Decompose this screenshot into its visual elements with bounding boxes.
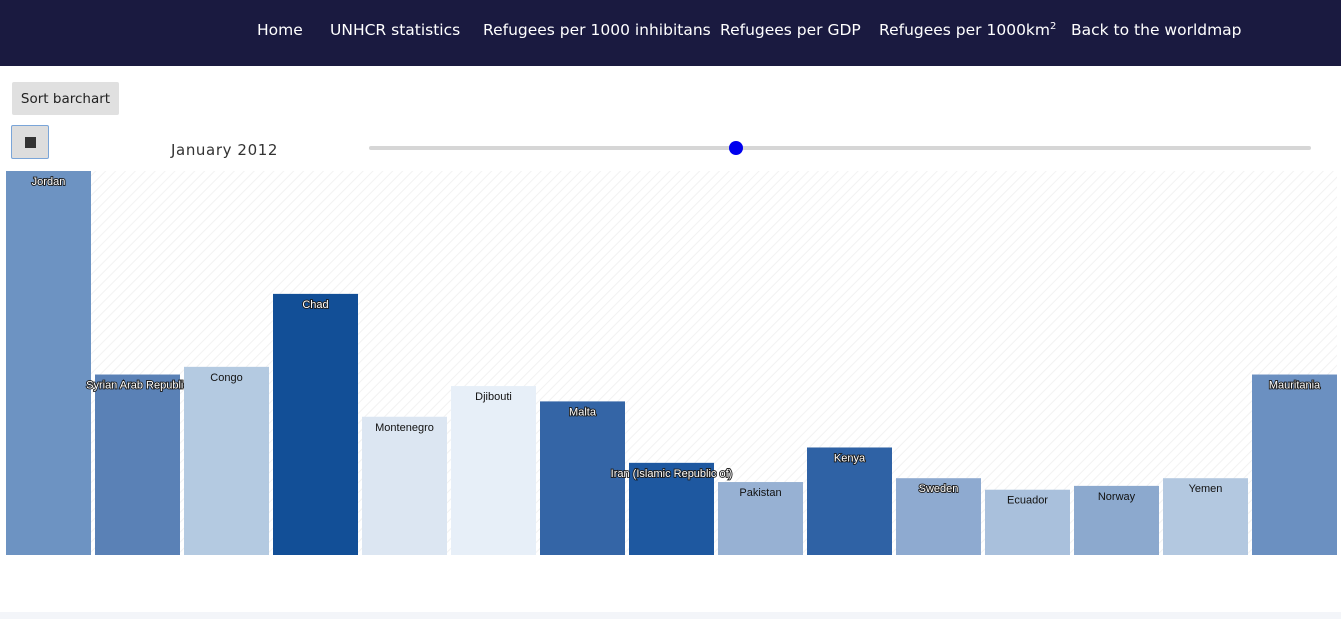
bar-label-sweden: Sweden <box>919 483 959 495</box>
bar-montenegro <box>362 416 447 555</box>
nav-back-to-worldmap-link[interactable]: Back to the worldmap <box>1071 21 1242 39</box>
bar-label-malta: Malta <box>569 406 597 418</box>
nav-refugees-per-1000-inhabitants-link[interactable]: Refugees per 1000 inhibitans <box>483 21 711 39</box>
time-slider[interactable] <box>369 141 1311 155</box>
stop-icon <box>25 137 36 148</box>
sort-barchart-button[interactable]: Sort barchart <box>12 82 119 115</box>
bar-label-iran-islamic-republic-of: Iran (Islamic Republic of) <box>611 468 733 480</box>
bar-kenya <box>807 447 892 555</box>
bar-label-syrian-arab-republic: Syrian Arab Republic <box>86 380 189 392</box>
play-stop-button[interactable] <box>11 125 49 159</box>
bar-label-montenegro: Montenegro <box>375 422 434 434</box>
slider-thumb[interactable] <box>729 141 744 155</box>
nav-home-link[interactable]: Home <box>257 21 303 39</box>
bar-label-kenya: Kenya <box>834 452 866 464</box>
bar-ecuador <box>985 489 1070 555</box>
bar-syrian-arab-republic <box>95 374 180 555</box>
bar-jordan <box>6 171 91 555</box>
bar-label-yemen: Yemen <box>1189 483 1223 495</box>
bar-sweden <box>896 478 981 555</box>
bar-label-mauritania: Mauritania <box>1269 380 1321 392</box>
bar-chart: Jordan Syrian Arab Republic Congo Chad Monte… <box>6 171 1337 555</box>
bar-congo <box>184 366 269 555</box>
bar-mauritania <box>1252 374 1337 555</box>
bar-label-ecuador: Ecuador <box>1007 495 1048 507</box>
bar-label-jordan: Jordan <box>32 176 66 188</box>
nav-unhcr-statistics-link[interactable]: UNHCR statistics <box>330 21 461 39</box>
bar-norway <box>1074 485 1159 555</box>
bar-label-chad: Chad <box>302 299 328 311</box>
bar-djibouti <box>451 386 536 555</box>
bar-pakistan <box>718 482 803 555</box>
nav-refugees-per-gdp-link[interactable]: Refugees per GDP <box>720 21 861 39</box>
date-label: January 2012 <box>171 141 279 159</box>
bar-iran-islamic-republic-of <box>629 462 714 555</box>
nav-superscript: 2 <box>1050 21 1057 32</box>
bar-label-congo: Congo <box>210 372 242 384</box>
bar-chart-svg: Jordan Syrian Arab Republic Congo Chad Monte… <box>6 171 1337 555</box>
nav-refugees-per-area-link[interactable]: Refugees per 1000km2 <box>879 21 1056 39</box>
bar-chad <box>273 293 358 555</box>
bar-label-norway: Norway <box>1098 491 1136 503</box>
bar-malta <box>540 401 625 555</box>
top-navbar: Home UNHCR statistics Refugees per 1000 … <box>0 0 1341 66</box>
bottom-strip <box>0 612 1341 619</box>
nav-refugees-per-area-label: Refugees per 1000km <box>879 21 1050 40</box>
bar-yemen <box>1163 478 1248 555</box>
bar-label-pakistan: Pakistan <box>739 487 781 499</box>
bar-label-djibouti: Djibouti <box>475 391 512 403</box>
